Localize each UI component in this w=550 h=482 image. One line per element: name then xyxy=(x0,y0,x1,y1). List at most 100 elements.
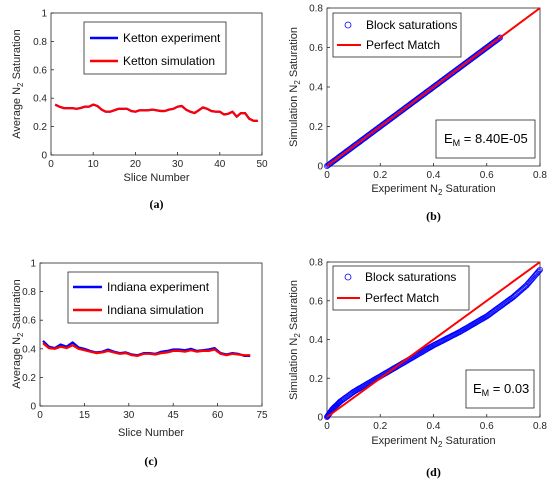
y-axis-label-d-sub: 2 xyxy=(293,333,302,338)
panel-b: 0 0.2 0.4 0.6 0.8 0 0.2 0.4 0.6 0.8 Block saturat… xyxy=(288,4,547,224)
y-axis-label-a-part2: Saturation xyxy=(11,29,23,82)
error-text-d: EM = 0.03 xyxy=(473,381,529,398)
y-axis-label-a: Average N2 Saturation xyxy=(11,29,25,138)
x-tick-label-a-4: 40 xyxy=(214,159,226,170)
x-axis-label-d-part1: Experiment N xyxy=(371,435,438,447)
x-axis-label-a: Slice Number xyxy=(123,172,189,184)
legend-a: Ketton experiment Ketton simulation xyxy=(83,21,227,75)
x-tick-label-a-3: 30 xyxy=(172,159,184,170)
x-axis-label-b-sub: 2 xyxy=(438,188,443,197)
caption-a: (a) xyxy=(150,197,164,211)
y-tick-label-c-3: 0.6 xyxy=(22,316,36,327)
y-tick-label-b-0: 0 xyxy=(317,162,323,173)
y-axis-label-b-part2: Saturation xyxy=(288,27,300,80)
x-tick-label-b-4: 0.8 xyxy=(533,170,547,181)
x-axis-label-b-part2: Saturation xyxy=(442,183,495,195)
y-axis-label-d-part2: Saturation xyxy=(288,280,300,333)
x-tick-label-c-4: 60 xyxy=(212,410,224,421)
y-tick-label-b-4: 0.8 xyxy=(309,4,323,15)
legend-label-block-saturations-d: Block saturations xyxy=(365,270,456,284)
x-tick-label-d-0: 0 xyxy=(324,421,330,432)
ticks-b: 0 0.2 0.4 0.6 0.8 0 0.2 0.4 0.6 0.8 xyxy=(309,4,547,182)
y-tick-label-d-4: 0.8 xyxy=(309,258,323,269)
x-tick-label-a-0: 0 xyxy=(48,159,54,170)
x-tick-label-b-3: 0.6 xyxy=(480,170,494,181)
legend-label-indiana-simulation: Indiana simulation xyxy=(107,303,204,317)
x-tick-label-b-2: 0.4 xyxy=(427,170,441,181)
series-line-a-1 xyxy=(54,103,258,123)
legend-label-ketton-simulation: Ketton simulation xyxy=(123,54,215,68)
y-tick-label-d-0: 0 xyxy=(317,413,323,424)
scatter-point-d-205 xyxy=(505,297,512,304)
scatter-point-d-193 xyxy=(494,305,501,312)
y-tick-label-b-3: 0.6 xyxy=(309,43,323,54)
error-value-d: = 0.03 xyxy=(489,381,529,396)
scatter-point-b-178 xyxy=(495,36,502,43)
y-tick-label-a-2: 0.4 xyxy=(33,94,47,105)
y-axis-label-c-sub: 2 xyxy=(16,332,25,337)
series-line-c-1 xyxy=(42,342,251,357)
caption-c: (c) xyxy=(144,454,157,468)
legend-box-c xyxy=(67,271,219,324)
panel-d: 0 0.2 0.4 0.6 0.8 0 0.2 0.4 0.6 0.8 Block saturat… xyxy=(288,258,547,480)
scatter-point-b-180 xyxy=(497,34,504,41)
y-axis-label-c: Average N2 Saturation xyxy=(11,279,25,388)
y-tick-label-a-3: 0.6 xyxy=(33,65,47,76)
ticks-c: 0 15 30 45 60 75 0 0.2 0.4 0.6 0.8 1 xyxy=(22,259,268,422)
y-tick-label-c-1: 0.2 xyxy=(22,373,36,384)
error-box-b xyxy=(435,119,536,159)
y-tick-label-c-2: 0.4 xyxy=(22,344,36,355)
y-tick-label-c-5: 1 xyxy=(30,259,36,270)
y-axis-label-d: Simulation N2 Saturation xyxy=(288,280,302,400)
x-tick-label-a-1: 10 xyxy=(88,159,100,170)
x-tick-label-a-2: 20 xyxy=(130,159,142,170)
y-tick-label-b-2: 0.4 xyxy=(309,83,323,94)
perfect-match-line-d xyxy=(326,261,541,418)
error-text-b: EM = 8.40E-05 xyxy=(444,131,528,148)
error-box-d xyxy=(465,369,535,409)
legend-swatch-block-saturations-d xyxy=(344,273,352,281)
x-tick-label-c-1: 15 xyxy=(79,410,91,421)
caption-d: (d) xyxy=(426,465,441,479)
x-axis-label-d-part2: Saturation xyxy=(442,435,495,447)
y-axis-label-a-sub: 2 xyxy=(16,82,25,87)
legend-c: Indiana experiment Indiana simulation xyxy=(67,271,219,324)
x-tick-label-d-3: 0.6 xyxy=(480,421,494,432)
y-axis-label-c-part2: Saturation xyxy=(11,279,23,332)
x-tick-label-d-1: 0.2 xyxy=(373,421,387,432)
legend-d: Block saturations Perfect Match xyxy=(332,265,470,311)
x-tick-label-c-5: 75 xyxy=(256,410,268,421)
x-tick-label-d-2: 0.4 xyxy=(427,421,441,432)
x-axis-label-d: Experiment N2 Saturation xyxy=(371,435,495,449)
legend-swatch-block-saturations-b xyxy=(344,21,352,29)
series-lines-c xyxy=(42,340,251,357)
error-symbol-d: E xyxy=(473,381,482,396)
legend-label-block-saturations-b: Block saturations xyxy=(366,18,457,32)
scatter-point-d-238 xyxy=(537,266,543,273)
legend-label-ketton-experiment: Ketton experiment xyxy=(123,31,221,45)
x-tick-label-d-4: 0.8 xyxy=(533,421,547,432)
y-tick-label-d-2: 0.4 xyxy=(309,335,323,346)
error-annotation-b: EM = 8.40E-05 xyxy=(435,119,536,159)
error-sub-d: M xyxy=(482,388,490,398)
panel-c: 0 15 30 45 60 75 0 0.2 0.4 0.6 0.8 1 Indiana experi… xyxy=(11,259,268,469)
y-axis-label-b: Simulation N2 Saturation xyxy=(288,27,302,147)
y-tick-label-d-1: 0.2 xyxy=(309,374,323,385)
scatter-point-b-179 xyxy=(496,35,503,42)
legend-box-a xyxy=(83,21,227,75)
legend-box-d xyxy=(332,265,470,311)
x-tick-label-c-0: 0 xyxy=(37,410,43,421)
error-value-b: = 8.40E-05 xyxy=(460,131,528,146)
x-tick-label-c-3: 45 xyxy=(168,410,180,421)
ticks-a: 0 10 20 30 40 50 0 0.2 0.4 0.6 0.8 1 xyxy=(33,9,268,171)
x-axis-label-b: Experiment N2 Saturation xyxy=(371,183,495,197)
y-tick-label-d-3: 0.6 xyxy=(309,296,323,307)
y-tick-label-a-0: 0 xyxy=(41,151,47,162)
panel-a: 0 10 20 30 40 50 0 0.2 0.4 0.6 0.8 1 Ketton experim… xyxy=(11,9,268,212)
scatter-point-d-32 xyxy=(341,395,348,402)
legend-b: Block saturations Perfect Match xyxy=(332,12,462,58)
y-tick-label-a-5: 1 xyxy=(41,9,47,20)
y-axis-label-a-part1: Average N xyxy=(11,87,23,139)
scatter-points-b xyxy=(324,34,504,169)
y-tick-label-b-1: 0.2 xyxy=(309,122,323,133)
